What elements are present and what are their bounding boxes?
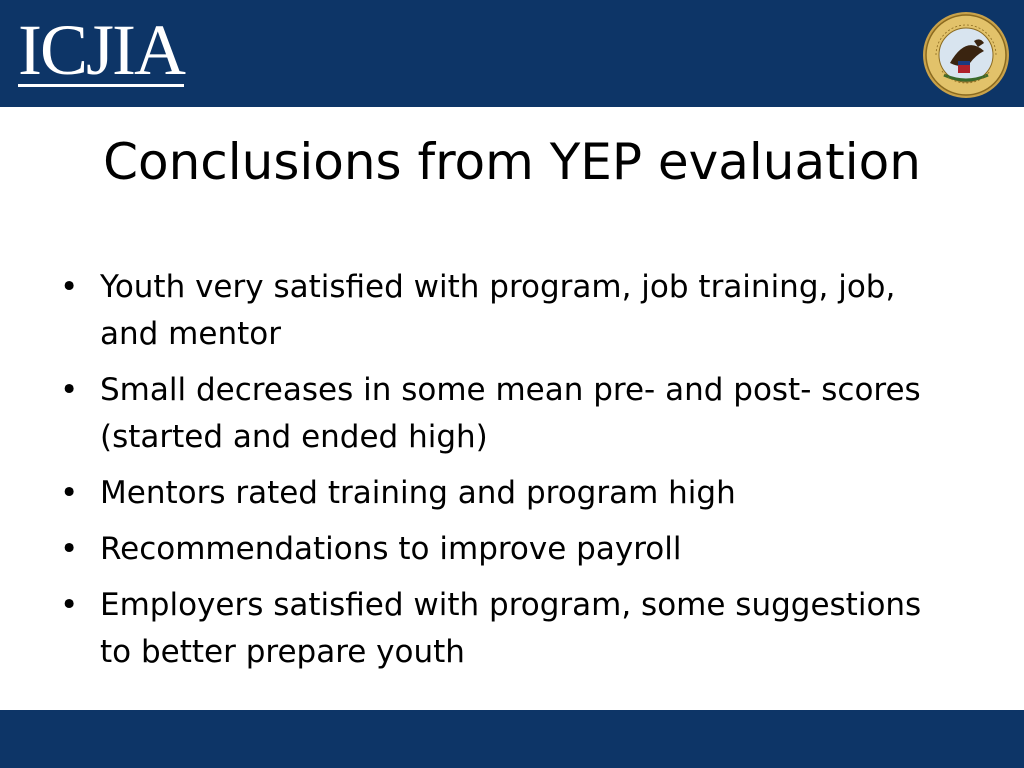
bullet-item: • Small decreases in some mean pre- and … [58, 367, 958, 461]
bullet-text: Youth very satisfied with program, job t… [100, 269, 896, 352]
illinois-state-seal-icon [923, 12, 1009, 98]
bullet-icon: • [60, 372, 79, 408]
footer-band [0, 710, 1024, 768]
bullet-icon: • [60, 475, 79, 511]
bullet-text: Employers satisfied with program, some s… [100, 587, 922, 670]
bullet-item: • Employers satisfied with program, some… [58, 582, 958, 676]
bullet-list: • Youth very satisfied with program, job… [58, 264, 958, 685]
bullet-text: Mentors rated training and program high [100, 475, 736, 511]
logo-underline [18, 84, 184, 87]
header-band: ICJIA [0, 0, 1024, 107]
bullet-icon: • [60, 269, 79, 305]
logo-text: ICJIA [18, 10, 186, 90]
bullet-text: Small decreases in some mean pre- and po… [100, 372, 921, 455]
bullet-item: • Youth very satisfied with program, job… [58, 264, 958, 358]
bullet-icon: • [60, 531, 79, 567]
bullet-item: • Mentors rated training and program hig… [58, 470, 958, 517]
icjia-logo: ICJIA [18, 10, 186, 94]
bullet-icon: • [60, 587, 79, 623]
bullet-text: Recommendations to improve payroll [100, 531, 682, 567]
slide-title: Conclusions from YEP evaluation [103, 133, 921, 191]
bullet-item: • Recommendations to improve payroll [58, 526, 958, 573]
